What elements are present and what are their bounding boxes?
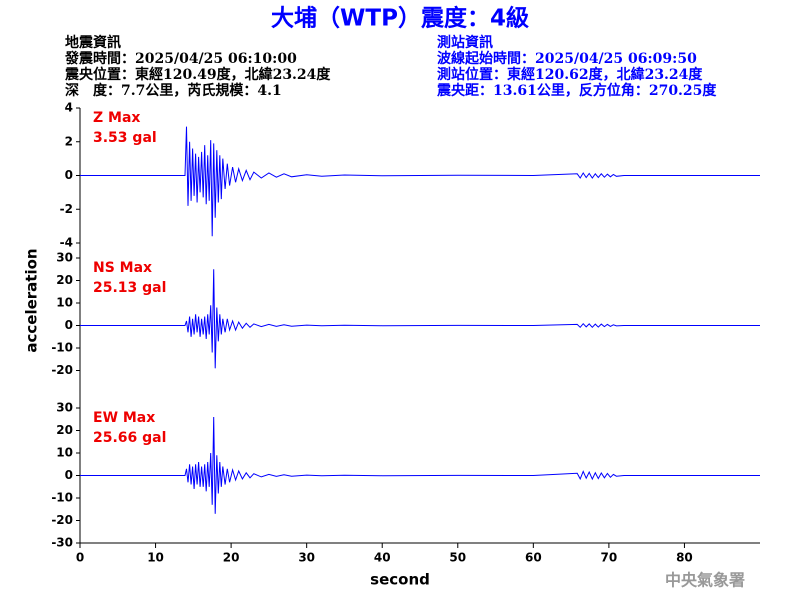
waveform — [80, 126, 760, 237]
y-tick-label: 20 — [56, 273, 73, 287]
y-tick-label: 4 — [65, 101, 73, 115]
x-axis-label: second — [370, 571, 430, 589]
info-line: 測站位置：東經120.62度，北緯23.24度 — [437, 66, 703, 83]
x-tick-label: 60 — [525, 551, 542, 565]
y-tick-label: 0 — [65, 318, 73, 332]
info-line: 地震資訊 — [65, 34, 121, 51]
x-tick-label: 0 — [76, 551, 84, 565]
x-tick-label: 80 — [676, 551, 693, 565]
info-line: 震央位置：東經120.49度，北緯23.24度 — [64, 66, 331, 83]
annotation: 25.13 gal — [93, 280, 166, 296]
quake-info: 地震資訊 發震時間：2025/04/25 06:10:00 震央位置：東經120… — [64, 34, 331, 99]
y-tick-label: -20 — [51, 513, 73, 527]
info-line: 發震時間：2025/04/25 06:10:00 — [64, 50, 297, 67]
x-tick-label: 10 — [147, 551, 164, 565]
y-tick-label: 0 — [65, 168, 73, 182]
y-tick-label: -10 — [51, 341, 73, 355]
station-info: 測站資訊 波線起始時間：2025/04/25 06:09:50 測站位置：東經1… — [436, 34, 717, 99]
chart-title: 大埔（WTP）震度：4級 — [271, 5, 529, 32]
y-tick-label: 30 — [56, 251, 73, 265]
x-tick-label: 40 — [374, 551, 391, 565]
y-tick-label: -20 — [51, 363, 73, 377]
y-axis-label: acceleration — [23, 248, 41, 352]
y-tick-label: 20 — [56, 423, 73, 437]
info-line: 震央距：13.61公里，反方位角：270.25度 — [436, 82, 717, 99]
waveform — [80, 269, 760, 369]
y-tick-label: 30 — [56, 401, 73, 415]
annotation: 25.66 gal — [93, 430, 166, 446]
annotation: NS Max — [93, 260, 152, 276]
y-tick-label: 0 — [65, 468, 73, 482]
footer: 中央氣象署 — [665, 571, 745, 590]
annotation: 3.53 gal — [93, 130, 157, 146]
x-tick-label: 30 — [298, 551, 315, 565]
y-tick-label: -4 — [60, 236, 73, 250]
annotation: EW Max — [93, 410, 155, 426]
waveform — [80, 416, 760, 514]
y-tick-label: 2 — [65, 134, 73, 148]
y-tick-label: -2 — [60, 202, 73, 216]
x-tick-label: 70 — [601, 551, 618, 565]
info-line: 深 度：7.7公里，芮氏規模：4.1 — [65, 82, 282, 99]
x-tick-label: 50 — [449, 551, 466, 565]
y-tick-label: 10 — [56, 446, 73, 460]
info-line: 波線起始時間：2025/04/25 06:09:50 — [437, 50, 697, 67]
info-line: 測站資訊 — [437, 34, 493, 51]
y-tick-label: -30 — [51, 536, 73, 550]
y-tick-label: 10 — [56, 296, 73, 310]
x-tick-label: 20 — [223, 551, 240, 565]
y-tick-label: -10 — [51, 491, 73, 505]
annotation: Z Max — [93, 110, 140, 126]
